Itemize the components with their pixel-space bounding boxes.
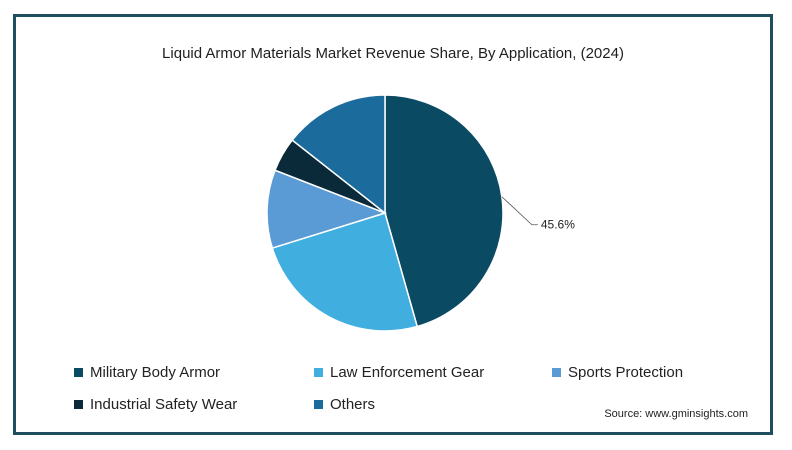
legend-item-sports-protection: Sports Protection bbox=[552, 364, 752, 381]
legend-label: Industrial Safety Wear bbox=[90, 395, 238, 413]
pie-slice-military-body-armor bbox=[384, 94, 504, 328]
chart-frame: Liquid Armor Materials Market Revenue Sh… bbox=[13, 14, 773, 435]
legend-swatch bbox=[74, 399, 83, 409]
legend-label: Military Body Armor bbox=[90, 363, 221, 381]
pie-slice-law-enforcement-gear bbox=[271, 212, 419, 332]
source-note: Source: www.gminsights.com bbox=[604, 408, 748, 420]
data-label-military-body-armor: 45.6% bbox=[541, 218, 575, 232]
legend: Military Body Armor Law Enforcement Gear… bbox=[74, 356, 754, 420]
legend-row-2: Industrial Safety Wear Others bbox=[74, 388, 754, 420]
legend-item-military-body-armor: Military Body Armor bbox=[74, 364, 314, 381]
pie-slice-sports-protection bbox=[266, 169, 388, 249]
legend-label: Others bbox=[330, 395, 376, 413]
legend-item-others: Others bbox=[314, 396, 552, 413]
legend-label: Sports Protection bbox=[568, 363, 684, 381]
legend-item-industrial-safety-wear: Industrial Safety Wear bbox=[74, 396, 314, 413]
legend-swatch bbox=[74, 367, 83, 377]
legend-label: Law Enforcement Gear bbox=[330, 363, 485, 381]
legend-row-1: Military Body Armor Law Enforcement Gear… bbox=[74, 356, 754, 388]
legend-item-law-enforcement-gear: Law Enforcement Gear bbox=[314, 364, 552, 381]
legend-swatch bbox=[314, 367, 323, 377]
data-label-leader-line bbox=[501, 196, 538, 226]
legend-swatch bbox=[314, 399, 323, 409]
legend-swatch bbox=[552, 367, 561, 377]
chart-title: Liquid Armor Materials Market Revenue Sh… bbox=[162, 45, 624, 62]
pie-slice-others bbox=[291, 94, 386, 215]
pie-chart: 45.6% bbox=[266, 94, 575, 332]
